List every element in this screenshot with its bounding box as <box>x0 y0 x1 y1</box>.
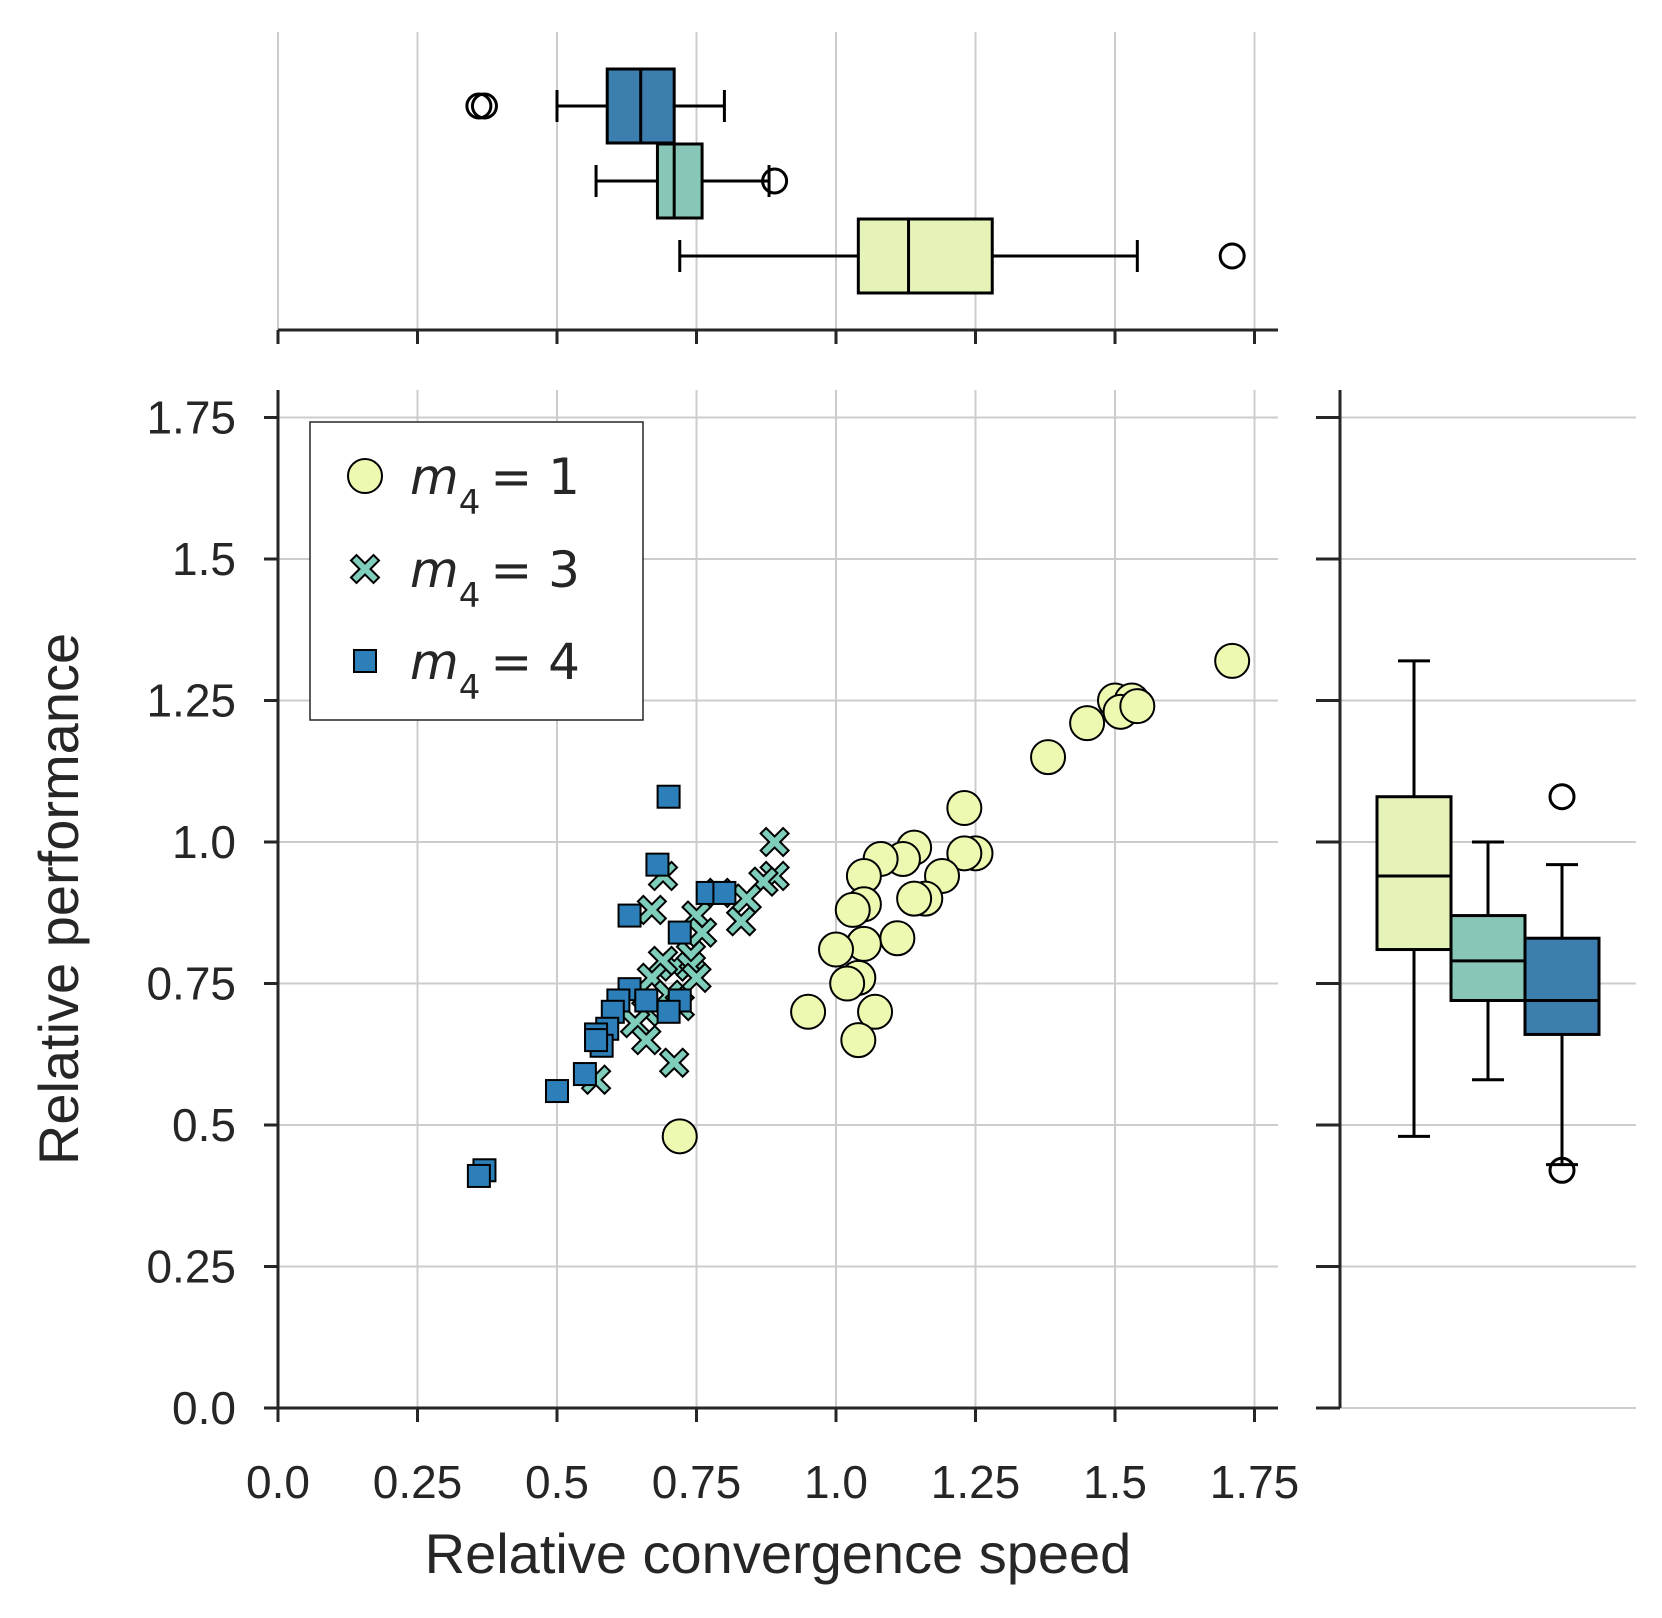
box-x-m4-1-box <box>856 217 994 295</box>
point-m4-4 <box>617 903 642 928</box>
x-tick-label: 0.75 <box>652 1456 742 1508</box>
point-m4-1 <box>834 891 871 928</box>
x-tick-label: 0.25 <box>373 1456 463 1508</box>
legend-item-m4-1-marker <box>347 458 383 494</box>
legend-item-m4-3-marker <box>349 553 381 585</box>
point-m4-1 <box>661 1118 698 1155</box>
legend-items: m4 = 1 m4 = 3 m4 = 4 <box>347 448 580 708</box>
point-m4-4 <box>656 784 681 809</box>
point-m4-3 <box>759 826 791 858</box>
point-m4-1 <box>879 920 916 957</box>
legend-item-m4-4-label: m4 = 4 <box>410 633 580 708</box>
legend-item-m4-3-label: m4 = 3 <box>410 541 580 616</box>
x-tick-label: 1.25 <box>931 1456 1021 1508</box>
y-tick-label: 1.0 <box>172 816 236 868</box>
box-x-m4-1-outlier <box>1218 242 1246 270</box>
top-marginal-panel <box>276 32 1278 344</box>
point-m4-1 <box>1214 642 1251 679</box>
top-grid <box>277 32 1256 330</box>
right-y-ticks <box>1316 416 1340 1410</box>
legend-item-m4-1-label: m4 = 1 <box>410 448 580 523</box>
point-m4-1 <box>896 880 933 917</box>
point-m4-1 <box>857 993 894 1030</box>
box-y-m4-4-outlier <box>1548 783 1576 811</box>
point-m4-3 <box>636 894 668 926</box>
box-y-m4-1-box <box>1375 795 1453 952</box>
point-m4-1 <box>840 1022 877 1059</box>
point-m4-1 <box>1030 739 1067 776</box>
scatter-points <box>466 642 1251 1188</box>
point-m4-1 <box>790 993 827 1030</box>
x-tick-label: 0.0 <box>246 1456 310 1508</box>
top-x-ticks <box>276 330 1256 344</box>
point-m4-4 <box>645 852 670 877</box>
y-tick-label: 1.25 <box>146 675 236 727</box>
point-m4-4 <box>572 1062 597 1087</box>
box-x-m4-3-outlier <box>761 167 789 195</box>
point-m4-3 <box>658 1047 690 1079</box>
right-boxplots <box>1375 659 1601 1184</box>
point-m4-4 <box>545 1079 569 1104</box>
y-tick-label: 0.5 <box>172 1099 236 1151</box>
point-m4-4 <box>712 880 737 905</box>
point-m4-3 <box>731 883 763 915</box>
y-tick-label: 0.0 <box>172 1382 236 1434</box>
box-y-m4-4-box <box>1523 936 1601 1036</box>
point-m4-4 <box>584 1028 609 1053</box>
x-tick-label: 1.5 <box>1083 1456 1147 1508</box>
point-m4-3 <box>630 1024 662 1056</box>
point-m4-4 <box>656 999 681 1024</box>
box-y-m4-3-box <box>1449 914 1527 1002</box>
point-m4-1 <box>946 835 983 872</box>
y-axis-title: Relative performance <box>27 633 90 1165</box>
point-m4-1 <box>946 790 983 827</box>
y-tick-label: 0.75 <box>146 958 236 1010</box>
box-y-m4-4-outlier <box>1548 1156 1576 1184</box>
main-scatter-panel: 0.0 0.25 0.5 0.75 1.0 1.25 1.5 1.75 0.00.250.50… <box>27 390 1299 1585</box>
right-marginal-panel <box>1316 390 1636 1410</box>
point-m4-1 <box>818 931 854 968</box>
point-m4-3 <box>725 905 757 937</box>
x-axis-title: Relative convergence speed <box>425 1522 1132 1585</box>
top-boxplots <box>465 67 1246 295</box>
box-x-m4-3-box <box>655 142 704 220</box>
legend: m4 = 1 m4 = 3 m4 = 4 <box>309 421 644 721</box>
point-m4-4 <box>466 1163 491 1188</box>
x-ticks: 0.0 0.25 0.5 0.75 1.0 1.25 1.5 1.75 <box>246 1408 1299 1508</box>
y-tick-label: 0.25 <box>146 1241 236 1293</box>
x-tick-label: 1.75 <box>1210 1456 1300 1508</box>
x-tick-label: 1.0 <box>804 1456 868 1508</box>
y-ticks: 0.0 0.25 0.5 0.75 1.0 1.25 1.5 1.75 <box>146 392 278 1434</box>
y-tick-label: 1.5 <box>172 533 236 585</box>
box-x-m4-4-outlier <box>465 92 493 120</box>
x-tick-label: 0.5 <box>525 1456 589 1508</box>
point-m4-4 <box>634 988 659 1013</box>
point-m4-1 <box>829 965 866 1002</box>
y-tick-label: 1.75 <box>146 392 236 444</box>
box-x-m4-4-outlier <box>470 92 498 120</box>
point-m4-1 <box>1069 705 1106 742</box>
legend-item-m4-4-marker <box>353 649 377 673</box>
point-m4-4 <box>667 920 692 945</box>
point-m4-1 <box>1119 688 1156 725</box>
